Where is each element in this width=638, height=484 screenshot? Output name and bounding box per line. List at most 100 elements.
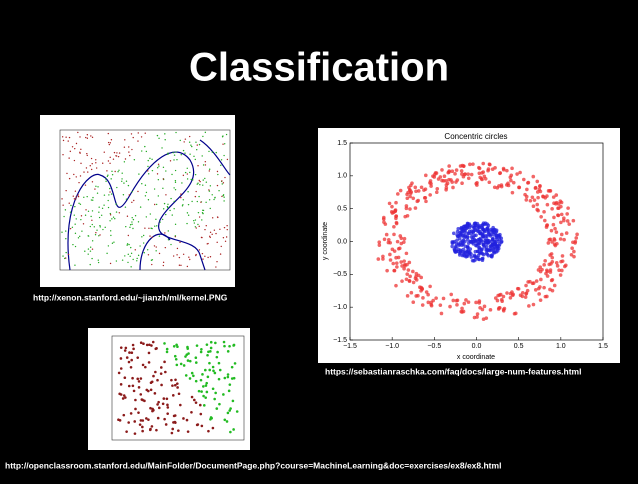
image-texture [228, 409, 231, 412]
image-texture [123, 182, 125, 184]
image-texture [438, 303, 443, 307]
image-texture [487, 162, 492, 167]
image-texture [513, 311, 518, 316]
image-texture [550, 207, 554, 211]
image-texture [107, 132, 110, 135]
image-texture [130, 133, 133, 135]
image-texture [137, 380, 141, 383]
image-texture [115, 155, 117, 157]
image-texture [136, 260, 138, 262]
image-texture [109, 220, 111, 222]
image-texture [75, 218, 77, 220]
image-texture [126, 244, 128, 246]
image-texture [145, 343, 149, 347]
image-texture [394, 261, 399, 265]
image-texture [127, 234, 130, 237]
image-texture [175, 343, 178, 347]
image-texture [549, 252, 554, 256]
image-texture [382, 237, 387, 242]
image-texture [487, 180, 492, 185]
image-texture [506, 181, 510, 186]
image-texture [161, 218, 164, 221]
image-texture [496, 293, 500, 298]
image-texture [377, 240, 382, 245]
image-texture [90, 215, 92, 218]
image-texture [139, 393, 143, 396]
image-texture [502, 306, 507, 311]
image-texture [90, 168, 93, 171]
image-texture [109, 187, 111, 190]
image-texture [109, 162, 111, 165]
image-texture [171, 427, 175, 431]
image-texture [230, 365, 234, 369]
image-texture [451, 298, 456, 303]
image-texture [488, 308, 493, 312]
image-texture [186, 178, 189, 180]
image-texture [204, 396, 207, 399]
image-texture [225, 133, 228, 136]
image-texture [569, 252, 574, 257]
image-texture [124, 158, 127, 160]
image-texture [522, 177, 526, 182]
image-texture [65, 230, 67, 232]
image-texture [116, 152, 118, 154]
y-tick-label: 0.5 [337, 206, 347, 213]
image-texture [179, 403, 182, 407]
image-texture [138, 173, 140, 175]
image-texture [141, 419, 145, 422]
image-texture [211, 387, 215, 391]
image-texture [95, 185, 97, 187]
image-texture [62, 255, 64, 257]
image-texture [184, 152, 186, 154]
y-tick-label: −1.0 [333, 304, 347, 311]
image-texture [174, 189, 177, 191]
image-texture [155, 347, 158, 350]
image-texture [158, 235, 161, 237]
image-texture [382, 220, 386, 224]
image-texture [223, 143, 226, 145]
image-texture [61, 198, 63, 200]
image-texture [463, 230, 467, 235]
image-texture [179, 241, 181, 244]
image-texture [66, 172, 68, 175]
image-texture [112, 158, 115, 160]
image-texture [487, 248, 491, 252]
image-texture [117, 418, 120, 422]
image-texture [70, 204, 72, 207]
image-texture [205, 201, 207, 204]
image-texture [488, 234, 493, 238]
image-texture [144, 365, 147, 369]
image-texture [116, 186, 118, 189]
image-texture [189, 258, 191, 261]
image-texture [223, 344, 226, 348]
image-texture [89, 250, 92, 252]
image-texture [75, 176, 77, 178]
image-texture [219, 228, 221, 230]
image-texture [158, 252, 161, 255]
image-texture [156, 134, 159, 137]
image-texture [131, 201, 133, 204]
image-texture [490, 254, 494, 259]
image-texture [409, 190, 414, 194]
image-texture [205, 225, 207, 227]
image-texture [196, 200, 199, 203]
image-texture [198, 249, 201, 251]
image-texture [394, 255, 398, 260]
image-texture [105, 178, 107, 180]
image-texture [137, 411, 140, 414]
image-texture [137, 140, 139, 142]
image-texture [224, 176, 226, 179]
image-texture [72, 243, 74, 246]
image-texture [160, 383, 163, 387]
image-texture [398, 188, 403, 193]
image-texture [127, 384, 131, 388]
image-texture [455, 303, 459, 307]
image-texture [191, 145, 193, 148]
image-texture [223, 196, 225, 198]
image-texture [86, 152, 88, 155]
image-texture [90, 199, 93, 201]
image-texture [173, 414, 177, 417]
image-texture [102, 162, 104, 164]
image-texture [390, 204, 394, 209]
